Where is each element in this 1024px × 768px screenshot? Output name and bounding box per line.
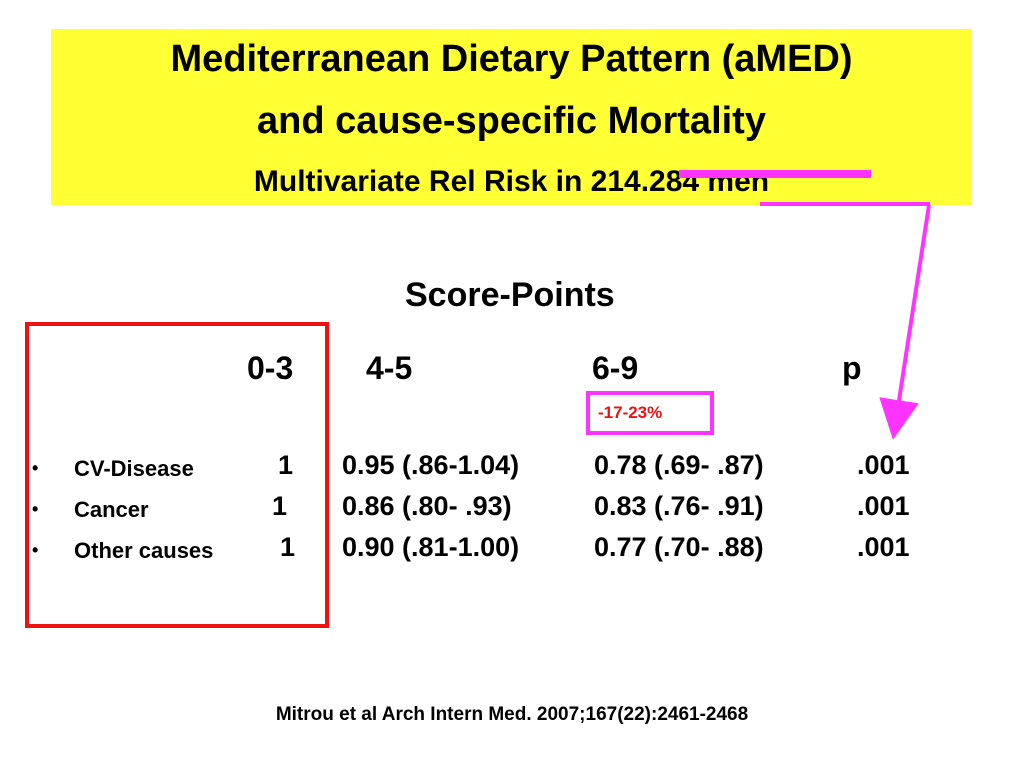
- row-label: Other causes: [74, 538, 214, 563]
- reduction-label: -17-23%: [598, 403, 663, 422]
- bullet-icon: •: [32, 458, 39, 478]
- men-underline: [760, 202, 930, 206]
- column-header-p: p: [842, 350, 862, 386]
- title-banner: Mediterranean Dietary Pattern (aMED) and…: [51, 29, 972, 205]
- reference-column-box: [25, 322, 329, 628]
- row-p-value: .001: [857, 450, 910, 480]
- mortality-underline: [679, 170, 871, 178]
- table-row: • Cancer 1 0.86 (.80- .93) 0.83 (.76- .9…: [0, 487, 1024, 527]
- row-mid-value: 0.86 (.80- .93): [342, 491, 512, 521]
- score-points-heading: Score-Points: [405, 276, 615, 314]
- row-reference-value: 1: [280, 532, 296, 562]
- row-mid-value: 0.90 (.81-1.00): [342, 532, 520, 562]
- row-high-value: 0.83 (.76- .91): [594, 491, 764, 521]
- row-p-value: .001: [857, 532, 910, 562]
- row-mid-value: 0.95 (.86-1.04): [342, 450, 520, 480]
- row-p-value: .001: [857, 491, 910, 521]
- reduction-highlight-box: [586, 391, 714, 435]
- table-row: • Other causes 1 0.90 (.81-1.00) 0.77 (.…: [0, 528, 1024, 568]
- row-high-value: 0.78 (.69- .87): [594, 450, 764, 480]
- title-line-1: Mediterranean Dietary Pattern (aMED): [170, 38, 853, 80]
- citation: Mitrou et al Arch Intern Med. 2007;167(2…: [275, 704, 749, 725]
- title-line-2: and cause-specific Mortality: [257, 100, 766, 142]
- bullet-icon: •: [32, 540, 39, 560]
- column-header-0-3: 0-3: [247, 350, 294, 386]
- column-header-6-9: 6-9: [592, 350, 639, 386]
- row-reference-value: 1: [278, 450, 294, 480]
- row-reference-value: 1: [272, 491, 288, 521]
- row-label: Cancer: [74, 497, 149, 522]
- row-label: CV-Disease: [74, 456, 194, 481]
- row-high-value: 0.77 (.70- .88): [594, 532, 764, 562]
- bullet-icon: •: [32, 499, 39, 519]
- column-header-4-5: 4-5: [366, 350, 413, 386]
- table-row: • CV-Disease 1 0.95 (.86-1.04) 0.78 (.69…: [0, 446, 1024, 486]
